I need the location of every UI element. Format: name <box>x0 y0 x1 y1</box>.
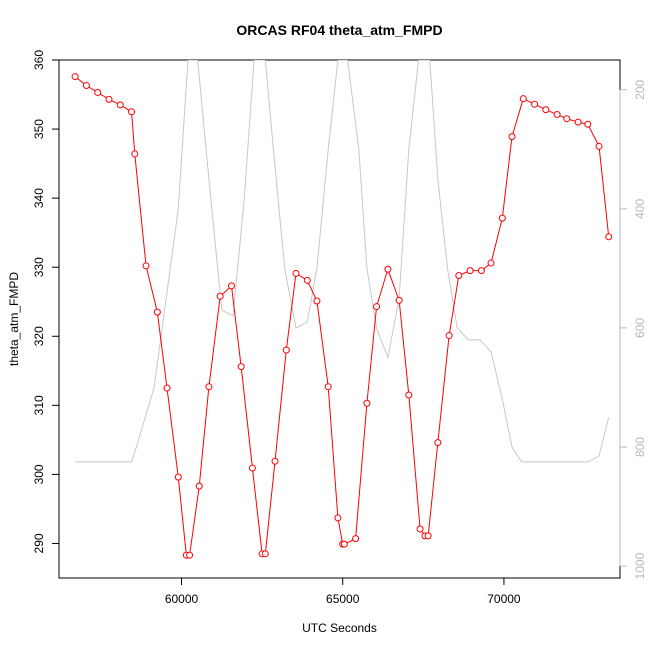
data-point <box>519 95 527 103</box>
secondary-series-line <box>75 60 610 463</box>
data-point <box>82 82 90 90</box>
data-point <box>498 214 506 222</box>
data-point <box>352 535 360 543</box>
data-point <box>605 233 613 241</box>
data-point <box>445 332 453 340</box>
data-point <box>384 265 392 273</box>
data-point <box>395 296 403 304</box>
data-point <box>237 363 245 371</box>
y2-tick-label: 200 <box>633 79 647 99</box>
data-point <box>373 303 381 311</box>
data-point <box>340 540 348 548</box>
primary-series <box>71 73 613 559</box>
y2-tick-label: 600 <box>633 318 647 338</box>
data-point <box>595 142 603 150</box>
data-point <box>416 525 424 533</box>
chart-title: ORCAS RF04 theta_atm_FMPD <box>236 22 442 38</box>
data-point <box>174 473 182 481</box>
data-point <box>282 346 290 354</box>
data-point <box>553 111 561 119</box>
data-point <box>455 271 463 279</box>
data-point <box>487 259 495 267</box>
data-point <box>334 514 342 522</box>
y2-tick-label: 400 <box>633 199 647 219</box>
x-axis-label: UTC Seconds <box>302 621 377 635</box>
y-tick-label: 340 <box>32 188 46 208</box>
y-axis-label: theta_atm_FMPD <box>7 272 21 366</box>
y-tick-label: 360 <box>32 50 46 70</box>
data-point <box>186 551 194 559</box>
data-point <box>466 267 474 275</box>
data-point <box>313 297 321 305</box>
y-tick-label: 320 <box>32 326 46 346</box>
x-tick-label: 65000 <box>326 592 360 606</box>
y2-tick-label: 1000 <box>633 552 647 579</box>
data-point <box>153 308 161 316</box>
data-point <box>216 292 224 300</box>
data-point <box>227 282 235 290</box>
data-point <box>261 550 269 558</box>
data-point <box>163 384 171 392</box>
data-point <box>324 383 332 391</box>
y-tick-label: 350 <box>32 119 46 139</box>
primary-series-line <box>74 76 610 556</box>
y-tick-label: 310 <box>32 395 46 415</box>
data-point <box>434 439 442 447</box>
data-point <box>508 133 516 141</box>
data-point <box>105 95 113 103</box>
data-point <box>563 115 571 123</box>
data-point <box>531 100 539 108</box>
data-point <box>292 269 300 277</box>
secondary-y-axis: 200 400 600 800 1000 <box>619 79 647 579</box>
secondary-series <box>75 60 610 463</box>
data-point <box>303 276 311 284</box>
plot-frame <box>58 59 621 579</box>
y2-tick-label: 800 <box>633 437 647 457</box>
data-point <box>248 464 256 472</box>
data-point <box>584 120 592 128</box>
data-point <box>271 457 279 465</box>
y-tick-label: 300 <box>32 464 46 484</box>
y-axis: 290 300 310 320 330 340 350 360 <box>32 50 60 553</box>
data-point <box>142 262 150 270</box>
data-point <box>405 391 413 399</box>
data-point <box>363 399 371 407</box>
data-point <box>116 101 124 109</box>
data-point <box>128 108 136 116</box>
y-tick-label: 290 <box>32 533 46 553</box>
data-point <box>542 106 550 114</box>
data-point <box>477 267 485 275</box>
series-layer <box>71 60 613 559</box>
y-tick-label: 330 <box>32 257 46 277</box>
data-point <box>71 73 79 81</box>
data-point <box>195 482 203 490</box>
data-point <box>424 532 432 540</box>
data-point <box>131 150 139 158</box>
x-tick-label: 70000 <box>487 592 521 606</box>
data-point <box>574 118 582 126</box>
data-point <box>205 383 213 391</box>
x-axis: 60000 65000 70000 <box>165 577 521 606</box>
x-tick-label: 60000 <box>165 592 199 606</box>
data-point <box>94 88 102 96</box>
